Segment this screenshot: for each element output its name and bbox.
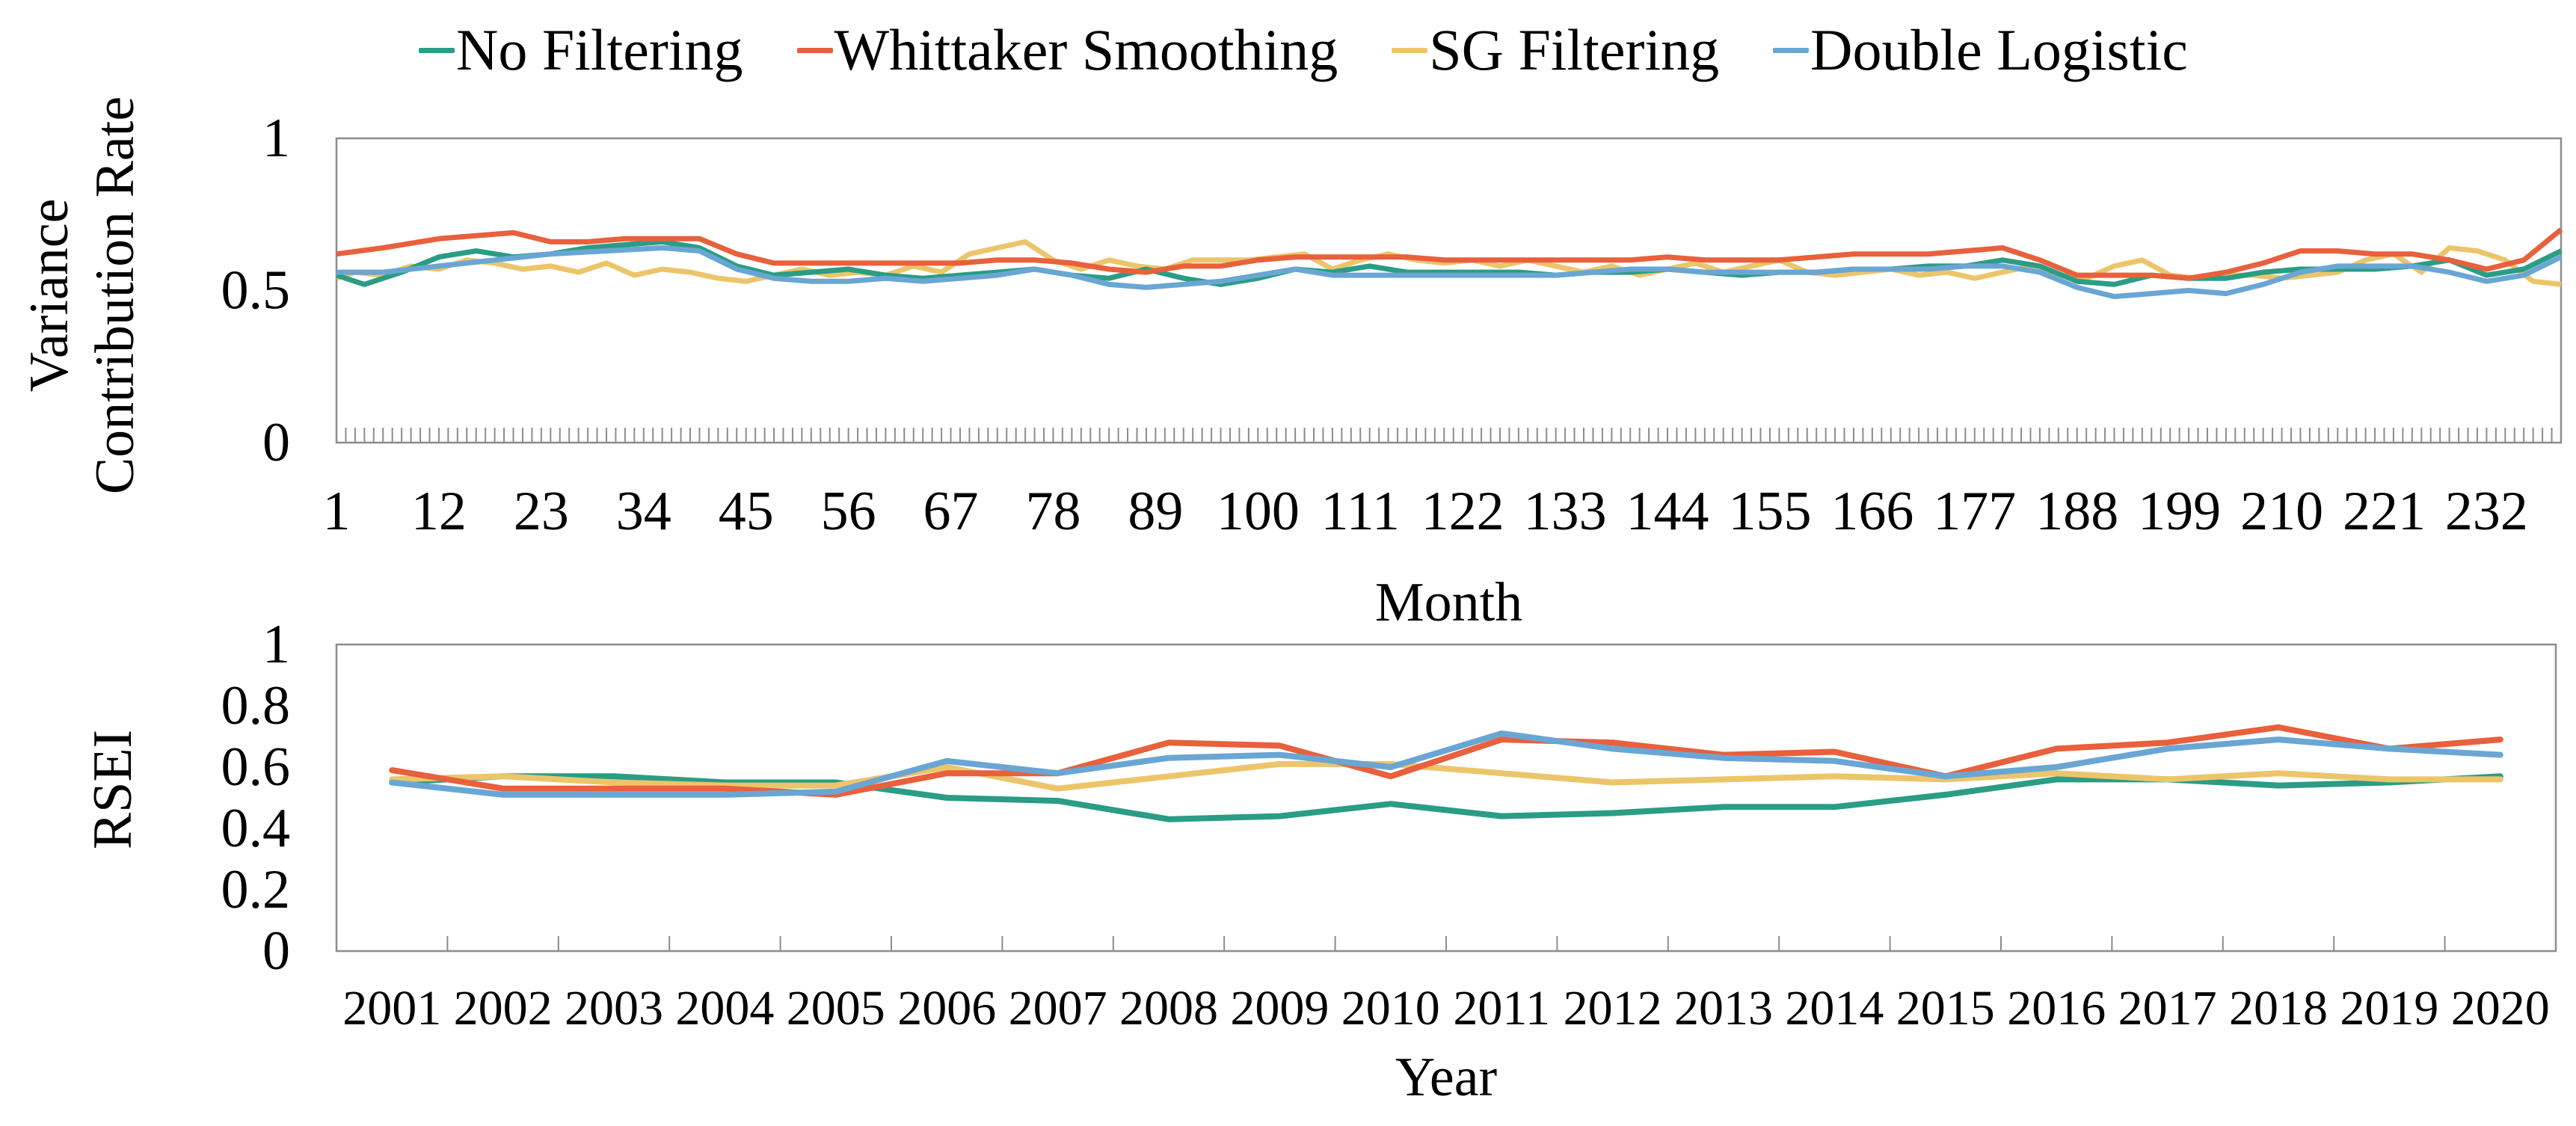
monthly-x-tick-label: 155: [1728, 481, 1811, 542]
monthly-x-tick-label: 122: [1421, 481, 1504, 542]
yearly-series-line-double-logistic: [389, 730, 2503, 798]
yearly-x-tick-label: 2012: [1564, 981, 1662, 1036]
legend-item-whittaker: Whittaker Smoothing: [796, 16, 1338, 84]
monthly-x-tick-label: 221: [2343, 481, 2426, 542]
yearly-x-tick-label: 2006: [897, 981, 996, 1036]
yearly-x-tick-label: 2002: [454, 981, 553, 1036]
yearly-x-tick-label: 2017: [2118, 981, 2217, 1036]
yearly-x-axis-title: Year: [1395, 1047, 1497, 1108]
yearly-plot-frame: [335, 643, 2557, 953]
legend-swatch-double-logistic: [1773, 47, 1810, 53]
monthly-series-line-whittaker-smoothing: [336, 227, 2563, 281]
yearly-series-line-whittaker-smoothing: [389, 724, 2503, 798]
yearly-x-tick-label: 2015: [1896, 981, 1995, 1036]
legend-swatch-no-filtering: [419, 47, 455, 53]
legend-swatch-sg: [1392, 47, 1428, 53]
yearly-x-tick-label: 2001: [342, 981, 441, 1036]
monthly-x-tick-label: 23: [514, 481, 569, 542]
legend-swatch-whittaker: [796, 47, 833, 53]
monthly-plot-frame: [335, 137, 2563, 444]
monthly-x-axis-title: Month: [1375, 572, 1522, 633]
legend-item-double-logistic: Double Logistic: [1773, 16, 2188, 84]
monthly-x-tick-label: 133: [1524, 481, 1607, 542]
monthly-x-tick-label: 111: [1321, 481, 1400, 542]
monthly-y-tick-label: 0: [262, 412, 290, 473]
monthly-x-tick-label: 177: [1933, 481, 2016, 542]
monthly-x-tick-label: 45: [719, 481, 774, 542]
yearly-x-tick-label: 2010: [1341, 981, 1440, 1036]
yearly-y-tick-label: 0.2: [221, 859, 291, 920]
yearly-y-axis-title: RSEI: [82, 730, 144, 849]
yearly-x-tick-label: 2016: [2007, 981, 2106, 1036]
monthly-y-tick-label: 1: [262, 108, 290, 169]
monthly-x-tick-label: 232: [2445, 481, 2528, 542]
monthly-x-tick-label: 188: [2035, 481, 2118, 542]
yearly-x-tick-label: 2008: [1119, 981, 1218, 1036]
yearly-y-tick-label: 0: [262, 920, 290, 982]
yearly-x-tick-label: 2018: [2229, 981, 2328, 1036]
yearly-y-tick-label: 0.8: [221, 675, 291, 736]
monthly-x-tick-label: 56: [821, 481, 876, 542]
legend-label-sg: SG Filtering: [1429, 17, 1720, 82]
monthly-chart-group: 0 0.5 1 1 12 23 34 45 56 67 78 89 100 111 122 133 144 155…: [19, 96, 2563, 633]
yearly-x-tick-label: 2020: [2451, 981, 2550, 1036]
monthly-x-tick-label: 34: [616, 481, 671, 542]
yearly-x-tick-label: 2004: [675, 981, 774, 1036]
yearly-x-tick-label: 2011: [1453, 981, 1550, 1036]
yearly-x-tick-label: 2019: [2340, 981, 2438, 1036]
monthly-minor-ticks: [336, 428, 2562, 443]
yearly-x-tick-label: 2005: [787, 981, 885, 1036]
monthly-x-tick-label: 78: [1025, 481, 1080, 542]
yearly-x-tick-label: 2013: [1674, 981, 1773, 1036]
monthly-y-axis-title: VarianceContribution Rate: [19, 96, 146, 494]
legend-item-sg: SG Filtering: [1392, 16, 1719, 84]
legend-label-no-filtering: No Filtering: [456, 17, 743, 82]
legend-label-double-logistic: Double Logistic: [1810, 17, 2188, 82]
monthly-y-axis-title-line1: Variance: [19, 199, 80, 393]
yearly-y-tick-label: 0.4: [221, 798, 291, 859]
legend-item-no-filtering: No Filtering: [419, 16, 743, 84]
yearly-x-tick-label: 2009: [1230, 981, 1329, 1036]
yearly-y-tick-label: 1: [262, 614, 290, 675]
monthly-x-tick-label: 210: [2240, 481, 2323, 542]
legend: No Filtering Whittaker Smoothing SG Filt…: [419, 16, 2242, 84]
monthly-x-tick-label: 166: [1830, 481, 1913, 542]
monthly-x-tick-label: 67: [923, 481, 979, 542]
monthly-x-tick-label: 12: [411, 481, 467, 542]
monthly-y-tick-label: 0.5: [221, 260, 291, 322]
yearly-x-tick-label: 2003: [565, 981, 663, 1036]
yearly-x-tick-label: 2007: [1009, 981, 1107, 1036]
monthly-x-tick-label: 144: [1626, 481, 1709, 542]
yearly-series-line-sg-filtering: [389, 760, 2503, 792]
monthly-x-tick-label: 100: [1217, 481, 1300, 542]
monthly-y-axis-title-line2: Contribution Rate: [84, 96, 146, 494]
yearly-y-tick-label: 0.6: [221, 736, 291, 798]
monthly-x-tick-label: 89: [1128, 481, 1183, 542]
yearly-x-tick-label: 2014: [1785, 981, 1884, 1036]
monthly-x-tick-label: 199: [2138, 481, 2221, 542]
legend-label-whittaker: Whittaker Smoothing: [834, 17, 1338, 82]
monthly-x-tick-label: 1: [323, 481, 351, 542]
monthly-series-line-double-logistic: [336, 245, 2563, 300]
